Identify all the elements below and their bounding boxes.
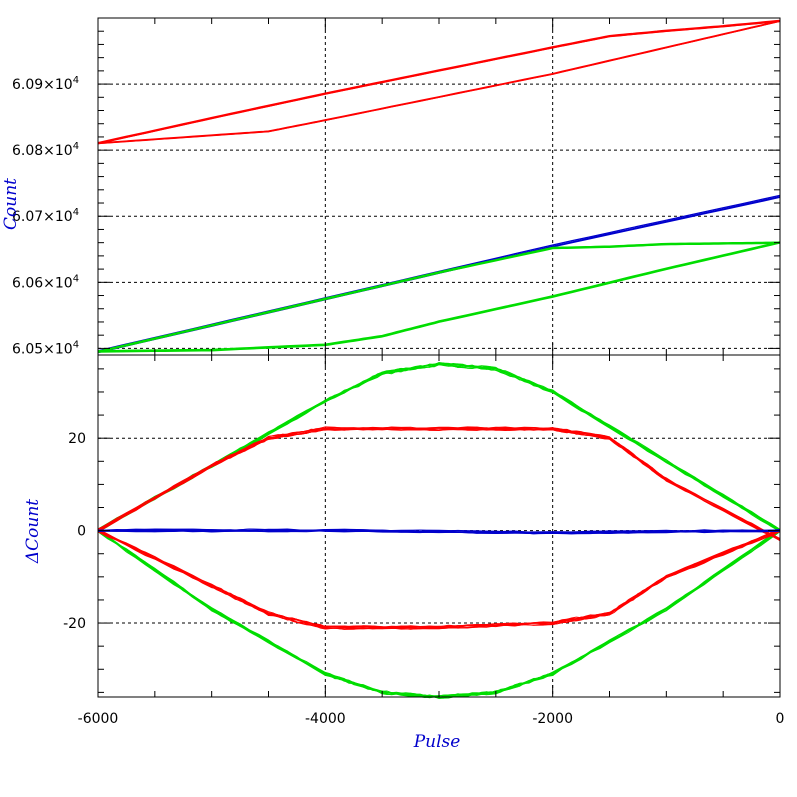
series-line [97,529,781,699]
series-line [97,362,781,530]
series-line [97,363,781,532]
series-line [97,20,781,145]
y-tick-label: 6.09×104 [12,75,79,93]
y-tick-label: 6.05×104 [12,339,79,357]
series-line [97,529,781,698]
series-line [97,20,781,145]
series-line [97,528,781,628]
series-line [97,20,781,145]
series-line [97,361,781,531]
series-line [97,362,781,531]
series-line [97,426,781,540]
plot-frame [97,17,781,356]
series-line [97,531,781,699]
series-line [97,242,781,354]
top-ylabel: Count [1,178,21,230]
series-line [97,362,781,531]
y-tick-label: 6.08×104 [12,141,79,159]
series-line [97,529,781,697]
series-line [97,242,781,353]
series-line [97,364,781,533]
series-line [97,530,781,698]
x-tick-label: -6000 [78,711,119,727]
plot-frame [97,354,781,698]
series-line [97,528,781,697]
series-line [97,529,781,699]
series-line [97,529,781,697]
series-line [97,529,781,534]
series-line [97,428,781,542]
series-line [97,241,780,353]
series-line [97,241,781,352]
series-line [97,363,781,531]
series-line [97,531,781,700]
series-line [97,528,781,629]
x-tick-label: -4000 [305,711,346,727]
series-line [97,528,781,628]
y-tick-label: 6.06×104 [12,273,79,291]
series-line [97,19,781,144]
x-tick-label: -2000 [532,711,573,727]
series-line [97,20,781,145]
xlabel: Pulse [413,732,461,752]
x-tick-label: 0 [776,711,785,727]
series-line [97,364,781,532]
series-line [97,426,781,540]
series-line [97,427,781,540]
series-lines [97,19,781,700]
series-line [97,528,781,628]
series-line [97,242,781,353]
series-line [97,196,781,354]
series-line [97,20,781,144]
series-line [97,362,781,532]
tick-labels: 6.05×104 6.06×104 6.07×104 6.08×104 6.09×104… [12,75,784,727]
plot-frames [97,17,781,698]
series-line [97,241,781,352]
series-line [97,427,781,540]
y-tick-label: 0 [77,524,86,540]
bottom-ylabel: ΔCount [23,499,43,564]
y-tick-label: 6.07×104 [12,207,79,225]
y-tick-label: -20 [63,616,86,632]
series-line [97,427,781,540]
series-line [97,528,781,628]
y-tick-label: 20 [68,431,86,447]
